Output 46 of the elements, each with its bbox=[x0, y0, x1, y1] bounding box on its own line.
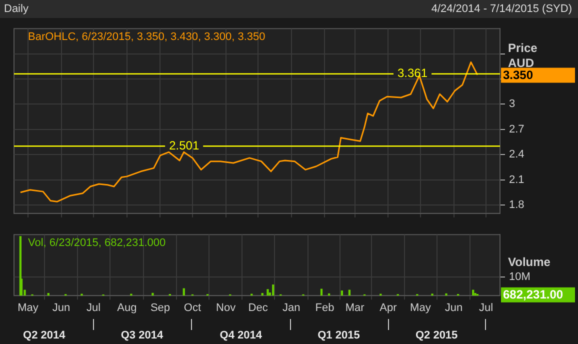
bar bbox=[182, 288, 185, 296]
bar bbox=[261, 293, 264, 296]
y-tick-label: 2.4 bbox=[509, 148, 524, 161]
bar bbox=[340, 290, 344, 296]
chart-subtitle: 4/24/2014 - 7/14/2015 (SYD) bbox=[431, 3, 572, 15]
x-tick-label: Jan bbox=[282, 302, 300, 314]
text: 3.350 bbox=[503, 68, 534, 82]
ref-line-label: 3.361 bbox=[398, 66, 428, 80]
x2-tick-label: Q2 2015 bbox=[415, 329, 458, 342]
bar bbox=[272, 284, 274, 296]
y-tick-label: 1.8 bbox=[509, 199, 524, 212]
y-tick-label: 2.7 bbox=[509, 123, 524, 136]
chart-title: Daily bbox=[4, 3, 28, 15]
x2-tick-label: Q4 2014 bbox=[220, 329, 263, 342]
annotation: BarOHLC, 6/23/2015, 3.350, 3.430, 3.300, 3.350 bbox=[28, 31, 266, 44]
annotation: Vol, 6/23/2015, 682,231.000 bbox=[28, 237, 166, 250]
x-tick-label: May bbox=[410, 302, 432, 314]
y-tick-label: 10M bbox=[509, 271, 530, 284]
text: 682,231.00 bbox=[503, 288, 564, 302]
x-tick-label: Mar bbox=[345, 302, 365, 314]
y-axis-title: Price AUD bbox=[508, 40, 538, 70]
x-tick-label: Aug bbox=[117, 302, 137, 314]
bar bbox=[152, 292, 154, 296]
x-tick-label: May bbox=[18, 302, 39, 314]
x-tick-label: Feb bbox=[315, 302, 334, 314]
x2-tick-label: Q2 2014 bbox=[23, 329, 66, 342]
x-tick-label: Jul bbox=[478, 302, 494, 314]
x-tick-label: Sep bbox=[150, 302, 170, 314]
y-axis-title: Volume bbox=[508, 254, 551, 269]
y-tick-label: 2.1 bbox=[509, 174, 524, 186]
ref-line-label: 2.501 bbox=[169, 138, 200, 152]
bar bbox=[348, 290, 351, 296]
x-tick-label: Apr bbox=[380, 302, 398, 314]
bar bbox=[266, 289, 269, 296]
x2-tick-label: Q3 2014 bbox=[120, 329, 164, 342]
bar bbox=[47, 293, 50, 296]
x-tick-label: Jun bbox=[444, 302, 463, 314]
x-tick-label: Dec bbox=[248, 302, 268, 314]
x-tick-label: Oct bbox=[184, 302, 202, 314]
y-tick-label: 3 bbox=[509, 98, 516, 110]
x-tick-label: Jul bbox=[86, 302, 101, 314]
x-tick-label: Nov bbox=[216, 302, 236, 314]
bar bbox=[445, 293, 448, 296]
bar bbox=[472, 290, 474, 296]
x-tick-label: Jun bbox=[52, 302, 70, 314]
x2-tick-label: Q1 2015 bbox=[318, 329, 360, 342]
